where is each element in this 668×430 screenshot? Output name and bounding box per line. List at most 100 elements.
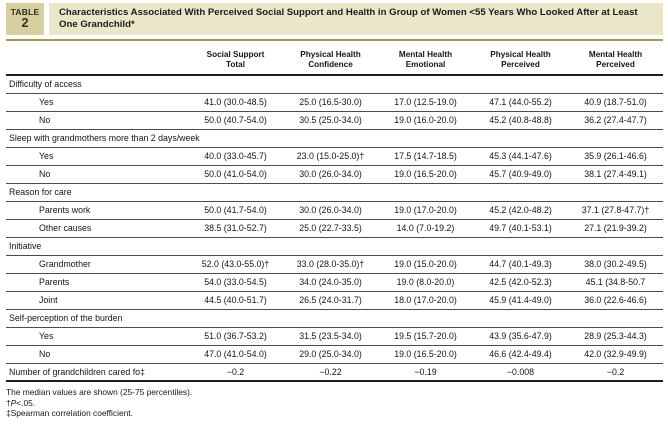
row-label: Yes [6, 327, 188, 346]
cell-value: 18.0 (17.0-20.0) [378, 291, 473, 310]
cell-value: 36.2 (27.4-47.7) [568, 111, 663, 130]
cell-value: 19.5 (15.7-20.0) [378, 327, 473, 346]
cell-value: 44.5 (40.0-51.7) [188, 291, 283, 310]
table-badge-number: 2 [21, 16, 29, 30]
row-label: Parents [6, 273, 188, 292]
cell-value: 19.0 (16.0-20.0) [378, 111, 473, 130]
cell-value: 50.0 (41.0-54.0) [188, 165, 283, 184]
column-header-line: Confidence [308, 59, 353, 69]
row-label: Joint [6, 291, 188, 310]
table-row: Yes 41.0 (30.0-48.5) 25.0 (16.5-30.0) 17… [6, 93, 663, 112]
column-header-line: Physical Health [490, 50, 551, 59]
summary-row-grandchildren-count: Number of grandchildren cared fo‡ −0.2 −… [6, 363, 663, 382]
cell-value: 38.1 (27.4-49.1) [568, 165, 663, 184]
cell-value: 42.5 (42.0-52.3) [473, 273, 568, 292]
cell-value: 43.9 (35.6-47.9) [473, 327, 568, 346]
footnote-spearman: ‡Spearman correlation coefficient. [6, 408, 133, 418]
column-header-line: Mental Health [398, 50, 453, 59]
cell-value: 17.0 (12.5-19.0) [378, 93, 473, 112]
section-row-self-perception: Self-perception of the burden [6, 309, 663, 328]
section-row-difficulty-of-access: Difficulty of access [6, 75, 663, 94]
cell-value: 17.5 (14.7-18.5) [378, 147, 473, 166]
cell-value: 30.0 (26.0-34.0) [283, 165, 378, 184]
table-badge: TABLE 2 [6, 3, 44, 35]
cell-value: 27.1 (21.9-39.2) [568, 219, 663, 238]
table-figure: TABLE 2 Characteristics Associated With … [0, 3, 668, 430]
column-header-mental-emotional: Mental Health Emotional [378, 41, 473, 76]
cell-value: 52.0 (43.0-55.0)† [188, 255, 283, 274]
section-label: Difficulty of access [6, 75, 663, 94]
cell-value: 45.3 (44.1-47.6) [473, 147, 568, 166]
table-row: No 47.0 (41.0-54.0) 29.0 (25.0-34.0) 19.… [6, 345, 663, 364]
cell-value: 36.0 (22.6-46.6) [568, 291, 663, 310]
cell-value: 50.0 (40.7-54.0) [188, 111, 283, 130]
cell-value: 42.0 (32.9-49.9) [568, 345, 663, 364]
table-row: Yes 51.0 (36.7-53.2) 31.5 (23.5-34.0) 19… [6, 327, 663, 346]
cell-value: 19.0 (16.5-20.0) [378, 345, 473, 364]
cell-value: 45.7 (40.9-49.0) [473, 165, 568, 184]
cell-value: −0.22 [283, 363, 378, 382]
table-row: Grandmother 52.0 (43.0-55.0)† 33.0 (28.0… [6, 255, 663, 274]
footnotes: The median values are shown (25-75 perce… [6, 387, 663, 419]
footnote-p-italic: P [10, 397, 17, 408]
cell-value: 19.0 (17.0-20.0) [378, 201, 473, 220]
row-label: No [6, 111, 188, 130]
cell-value: 44.7 (40.1-49.3) [473, 255, 568, 274]
cell-value: 54.0 (33.0-54.5) [188, 273, 283, 292]
cell-value: −0.008 [473, 363, 568, 382]
footnote-p-rest: <.05. [16, 397, 36, 408]
table-row: Other causes 38.5 (31.0-52.7) 25.0 (22.7… [6, 219, 663, 238]
row-label: No [6, 345, 188, 364]
cell-value: −0.2 [188, 363, 283, 382]
cell-value: 14.0 (7.0-19.2) [378, 219, 473, 238]
cell-value: 19.0 (8.0-20.0) [378, 273, 473, 292]
cell-value: 40.9 (18.7-51.0) [568, 93, 663, 112]
cell-value: 45.9 (41.4-49.0) [473, 291, 568, 310]
dagger-symbol: † [6, 397, 11, 408]
section-label: Self-perception of the burden [6, 309, 663, 328]
column-header-line: Social Support [206, 50, 265, 59]
cell-value: 19.0 (16.5-20.0) [378, 165, 473, 184]
table-title: Characteristics Associated With Perceive… [49, 3, 663, 35]
row-label: Yes [6, 147, 188, 166]
cell-value: 25.0 (16.5-30.0) [283, 93, 378, 112]
column-header-line: Total [226, 59, 245, 69]
cell-value: 50.0 (41.7-54.0) [188, 201, 283, 220]
cell-value: 30.0 (26.0-34.0) [283, 201, 378, 220]
table-row: Parents work 50.0 (41.7-54.0) 30.0 (26.0… [6, 201, 663, 220]
row-label: Number of grandchildren cared fo‡ [6, 363, 188, 382]
cell-value: 37.1 (27.8-47.7)† [568, 201, 663, 220]
cell-value: 28.9 (25.3-44.3) [568, 327, 663, 346]
cell-value: 31.5 (23.5-34.0) [283, 327, 378, 346]
cell-value: 29.0 (25.0-34.0) [283, 345, 378, 364]
cell-value: 51.0 (36.7-53.2) [188, 327, 283, 346]
cell-value: −0.2 [568, 363, 663, 382]
cell-value: −0.19 [378, 363, 473, 382]
section-label: Initiative [6, 237, 663, 256]
column-header-line: Perceived [596, 59, 635, 69]
table-row: Joint 44.5 (40.0-51.7) 26.5 (24.0-31.7) … [6, 291, 663, 310]
column-header-empty [6, 41, 188, 76]
column-header-physical-confidence: Physical Health Confidence [283, 41, 378, 76]
column-header-line: Physical Health [300, 50, 361, 59]
row-label: Other causes [6, 219, 188, 238]
cell-value: 45.2 (42.0-48.2) [473, 201, 568, 220]
table-row: No 50.0 (40.7-54.0) 30.5 (25.0-34.0) 19.… [6, 111, 663, 130]
footnote-median: The median values are shown (25-75 perce… [6, 387, 193, 397]
cell-value: 35.9 (26.1-46.6) [568, 147, 663, 166]
cell-value: 49.7 (40.1-53.1) [473, 219, 568, 238]
cell-value: 30.5 (25.0-34.0) [283, 111, 378, 130]
data-table: Social Support Total Physical Health Confi… [6, 41, 663, 382]
cell-value: 26.5 (24.0-31.7) [283, 291, 378, 310]
section-label: Sleep with grandmothers more than 2 days… [6, 129, 663, 148]
column-header-physical-perceived: Physical Health Perceived [473, 41, 568, 76]
column-header-mental-perceived: Mental Health Perceived [568, 41, 663, 76]
column-header-row: Social Support Total Physical Health Confi… [6, 41, 663, 76]
row-label: No [6, 165, 188, 184]
cell-value: 38.5 (31.0-52.7) [188, 219, 283, 238]
section-row-sleep: Sleep with grandmothers more than 2 days… [6, 129, 663, 148]
table-row: Parents 54.0 (33.0-54.5) 34.0 (24.0-35.0… [6, 273, 663, 292]
table-row: Yes 40.0 (33.0-45.7) 23.0 (15.0-25.0)† 1… [6, 147, 663, 166]
section-row-reason-for-care: Reason for care [6, 183, 663, 202]
cell-value: 45.1 (34.8-50.7 [568, 273, 663, 292]
